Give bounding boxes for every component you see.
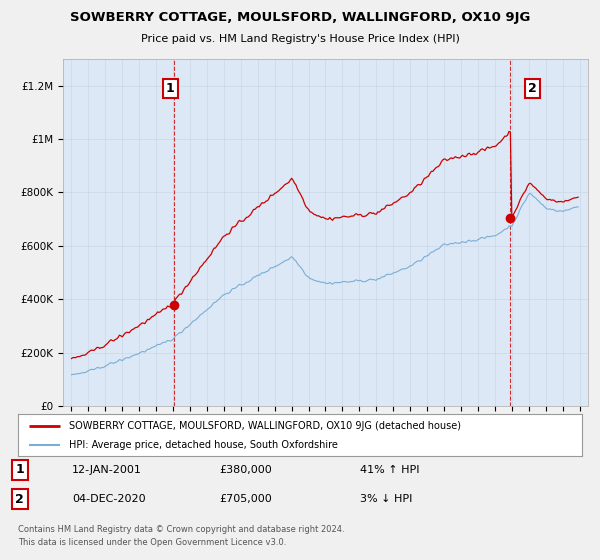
Text: SOWBERRY COTTAGE, MOULSFORD, WALLINGFORD, OX10 9JG (detached house): SOWBERRY COTTAGE, MOULSFORD, WALLINGFORD… <box>69 421 461 431</box>
Text: 2: 2 <box>528 82 537 95</box>
Text: Contains HM Land Registry data © Crown copyright and database right 2024.: Contains HM Land Registry data © Crown c… <box>18 525 344 534</box>
Text: £380,000: £380,000 <box>219 465 272 475</box>
Text: This data is licensed under the Open Government Licence v3.0.: This data is licensed under the Open Gov… <box>18 538 286 547</box>
Text: Price paid vs. HM Land Registry's House Price Index (HPI): Price paid vs. HM Land Registry's House … <box>140 34 460 44</box>
Text: 41% ↑ HPI: 41% ↑ HPI <box>360 465 419 475</box>
Text: HPI: Average price, detached house, South Oxfordshire: HPI: Average price, detached house, Sout… <box>69 440 338 450</box>
Text: 2: 2 <box>16 493 24 506</box>
Text: 1: 1 <box>166 82 175 95</box>
Text: 3% ↓ HPI: 3% ↓ HPI <box>360 494 412 504</box>
Text: 04-DEC-2020: 04-DEC-2020 <box>72 494 146 504</box>
Text: £705,000: £705,000 <box>219 494 272 504</box>
Text: SOWBERRY COTTAGE, MOULSFORD, WALLINGFORD, OX10 9JG: SOWBERRY COTTAGE, MOULSFORD, WALLINGFORD… <box>70 11 530 24</box>
Text: 12-JAN-2001: 12-JAN-2001 <box>72 465 142 475</box>
Text: 1: 1 <box>16 463 24 476</box>
